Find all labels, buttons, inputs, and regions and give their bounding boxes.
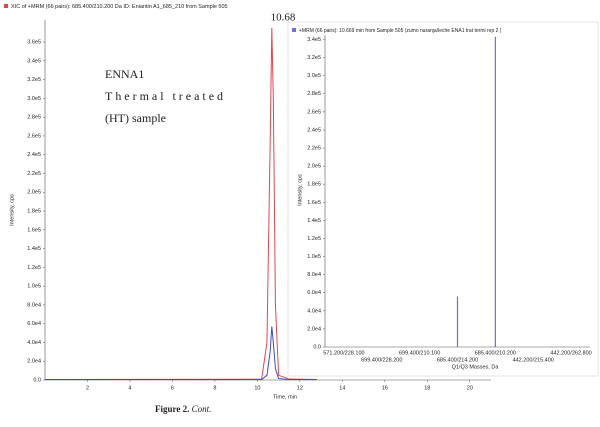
y-tick-label: 3.4e5: [307, 37, 321, 43]
y-tick-label: 3.2e5: [27, 77, 41, 83]
y-tick-label: 2.2e5: [307, 145, 321, 151]
sample-label: (HT) sample: [105, 111, 166, 125]
x-tick-label: 685.400/214.200: [437, 357, 478, 363]
x-tick-label: 2: [86, 385, 89, 391]
y-tick-label: 3.6e5: [27, 40, 41, 46]
y-tick-label: 2.6e5: [307, 109, 321, 115]
x-tick-label: 14: [339, 385, 345, 391]
bar: [494, 36, 496, 348]
x-tick-label: 699.400/210.100: [399, 350, 440, 356]
y-tick-label: 1.4e5: [307, 218, 321, 224]
y-tick-label: 1.0e5: [27, 284, 41, 290]
y-tick-label: 1.6e5: [27, 227, 41, 233]
legend-swatch: [292, 28, 296, 32]
y-tick-label: 2.2e5: [27, 171, 41, 177]
y-tick-label: 8.0e4: [27, 302, 41, 308]
y-tick-label: 1.2e5: [27, 265, 41, 271]
y-tick-label: 2.8e5: [27, 115, 41, 121]
y-tick-label: 3.0e5: [27, 96, 41, 102]
y-tick-label: 1.4e5: [27, 246, 41, 252]
y-axis-label: Intensity, cps: [9, 194, 15, 226]
y-tick-label: 3.0e5: [307, 73, 321, 79]
sample-label: Thermal treated: [105, 89, 223, 103]
x-tick-label: 571.200/228.100: [323, 350, 364, 356]
caption-label: Figure 2.: [155, 404, 189, 414]
x-tick-label: 16: [382, 385, 388, 391]
trace: [45, 326, 317, 381]
y-tick-label: 2.0e5: [307, 164, 321, 170]
x-tick-label: 8: [213, 385, 216, 391]
y-tick-label: 2.4e5: [27, 152, 41, 158]
y-tick-label: 4.0e4: [307, 308, 321, 314]
y-tick-label: 3.2e5: [307, 55, 321, 61]
x-tick-label: 442.200/215.400: [513, 357, 554, 363]
y-tick-label: 2.8e5: [307, 91, 321, 97]
x-tick-label: 12: [297, 385, 303, 391]
inset-title: +MRM (66 pairs): 10.669 min from Sample …: [299, 28, 502, 34]
y-tick-label: 0.0: [33, 377, 41, 383]
x-tick-label: 685.400/210.200: [475, 350, 516, 356]
legend-swatch: [4, 4, 8, 8]
y-tick-label: 8.0e4: [307, 272, 321, 278]
x-tick-label: 20: [467, 385, 473, 391]
x-tick-label: 6: [171, 385, 174, 391]
y-tick-label: 1.0e5: [307, 254, 321, 260]
x-axis-label: Q1/Q3 Masses, Da: [452, 364, 500, 370]
y-tick-label: 1.6e5: [307, 200, 321, 206]
x-tick-label: 442.200/262.800: [550, 350, 591, 356]
caption-text: Cont.: [192, 404, 212, 414]
y-tick-label: 3.4e5: [27, 58, 41, 64]
x-tick-label: 18: [424, 385, 430, 391]
x-axis-label: Time, min: [273, 394, 297, 400]
y-tick-label: 0.0: [313, 344, 321, 350]
x-tick-label: 10: [254, 385, 260, 391]
y-tick-label: 2.0e4: [307, 326, 321, 332]
sample-label: ENNA1: [105, 67, 144, 81]
y-axis-label: Intensity, cps: [297, 174, 303, 206]
y-tick-label: 6.0e4: [27, 321, 41, 327]
caption: Figure 2. Cont.: [155, 404, 211, 414]
peak-label: 10.68: [271, 12, 296, 24]
y-tick-label: 2.0e5: [27, 190, 41, 196]
y-tick-label: 2.0e4: [27, 359, 41, 365]
y-tick-label: 4.0e4: [27, 340, 41, 346]
trace: [44, 27, 317, 381]
y-tick-label: 1.8e5: [27, 208, 41, 214]
x-tick-label: 699.400/228.200: [361, 357, 402, 363]
y-tick-label: 1.8e5: [307, 182, 321, 188]
inset-panel: [287, 21, 599, 377]
chart-title: XIC of +MRM (66 pairs): 685.400/210.200 …: [11, 4, 228, 10]
y-tick-label: 2.6e5: [27, 133, 41, 139]
bar: [456, 296, 459, 347]
y-tick-label: 2.4e5: [307, 127, 321, 133]
y-tick-label: 6.0e4: [307, 290, 321, 296]
y-tick-label: 1.2e5: [307, 236, 321, 242]
x-tick-label: 4: [128, 385, 131, 391]
